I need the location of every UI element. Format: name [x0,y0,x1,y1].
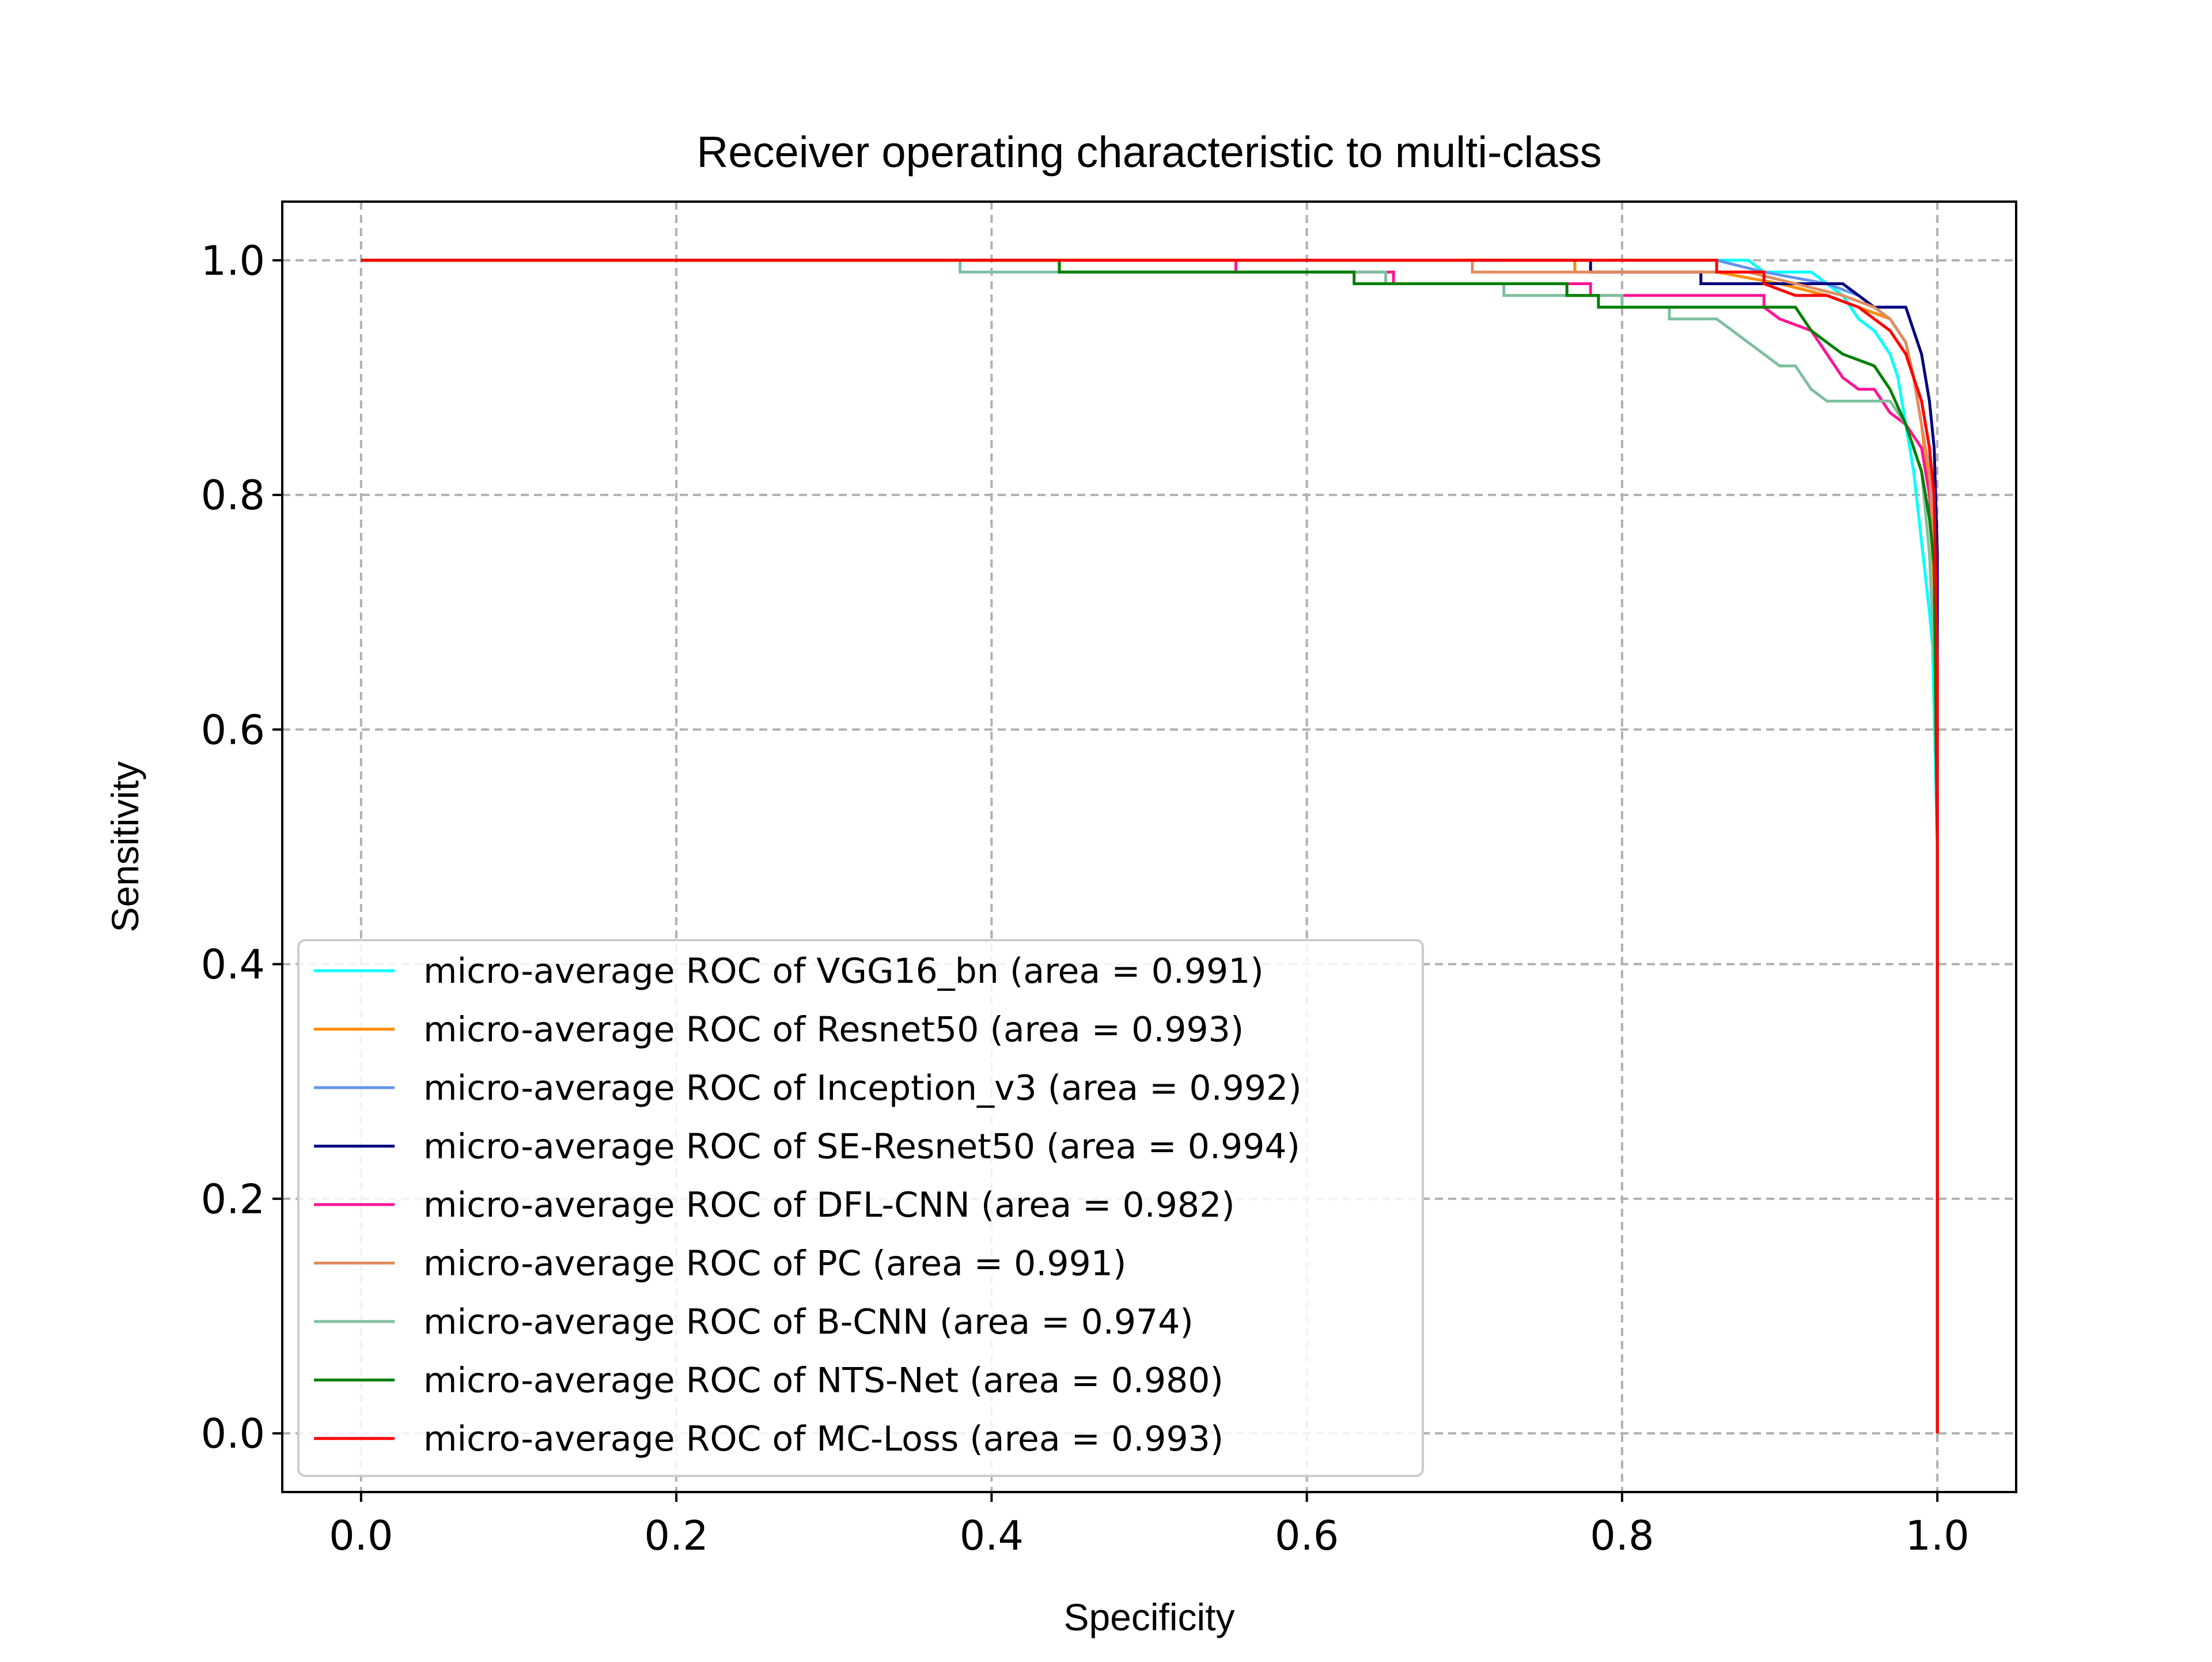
y-tick-label: 0.8 [201,472,265,519]
y-tick-label: 0.6 [201,706,265,754]
x-tick-label: 0.2 [644,1512,708,1559]
x-tick-label: 0.4 [960,1512,1024,1559]
x-tick-label: 0.6 [1275,1512,1339,1559]
y-tick-label: 0.2 [201,1176,265,1223]
series-line-5 [361,259,1939,1434]
series-line-7 [361,259,1939,1434]
x-tick-label: 0.8 [1590,1512,1654,1559]
y-tick-label: 1.0 [201,237,265,285]
legend-label-0: micro-average ROC of VGG16_bn (area = 0.… [423,951,1264,991]
y-tick-label: 0.4 [201,941,265,989]
series-line-4 [361,259,1939,1434]
series-lines [361,259,1939,1434]
legend: micro-average ROC of VGG16_bn (area = 0.… [297,939,1424,1477]
legend-label-1: micro-average ROC of Resnet50 (area = 0.… [423,1010,1244,1050]
plot-frame [281,200,2017,1493]
axis-ticks: 0.0 0.2 0.4 0.6 0.8 1.0 0.0 0.2 0.4 0.6 0.8 1.0 [201,237,1969,1559]
legend-label-6: micro-average ROC of B-CNN (area = 0.974… [423,1302,1194,1342]
chart-title: Receiver operating characteristic to mul… [696,128,1601,177]
x-axis-label: Specificity [1063,1596,1234,1638]
y-tick-label: 0.0 [201,1410,265,1457]
legend-box [297,939,1424,1477]
y-axis-label: Sensitivity [104,761,146,932]
x-tick-label: 1.0 [1906,1512,1969,1559]
legend-label-4: micro-average ROC of DFL-CNN (area = 0.9… [423,1185,1235,1225]
legend-label-5: micro-average ROC of PC (area = 0.991) [423,1244,1126,1284]
x-tick-label: 0.0 [329,1512,393,1559]
legend-label-7: micro-average ROC of NTS-Net (area = 0.9… [423,1361,1224,1401]
legend-label-3: micro-average ROC of SE-Resnet50 (area =… [423,1127,1300,1167]
legend-label-8: micro-average ROC of MC-Loss (area = 0.9… [423,1419,1224,1459]
series-line-8 [361,259,1939,1434]
legend-label-2: micro-average ROC of Inception_v3 (area … [423,1068,1302,1108]
